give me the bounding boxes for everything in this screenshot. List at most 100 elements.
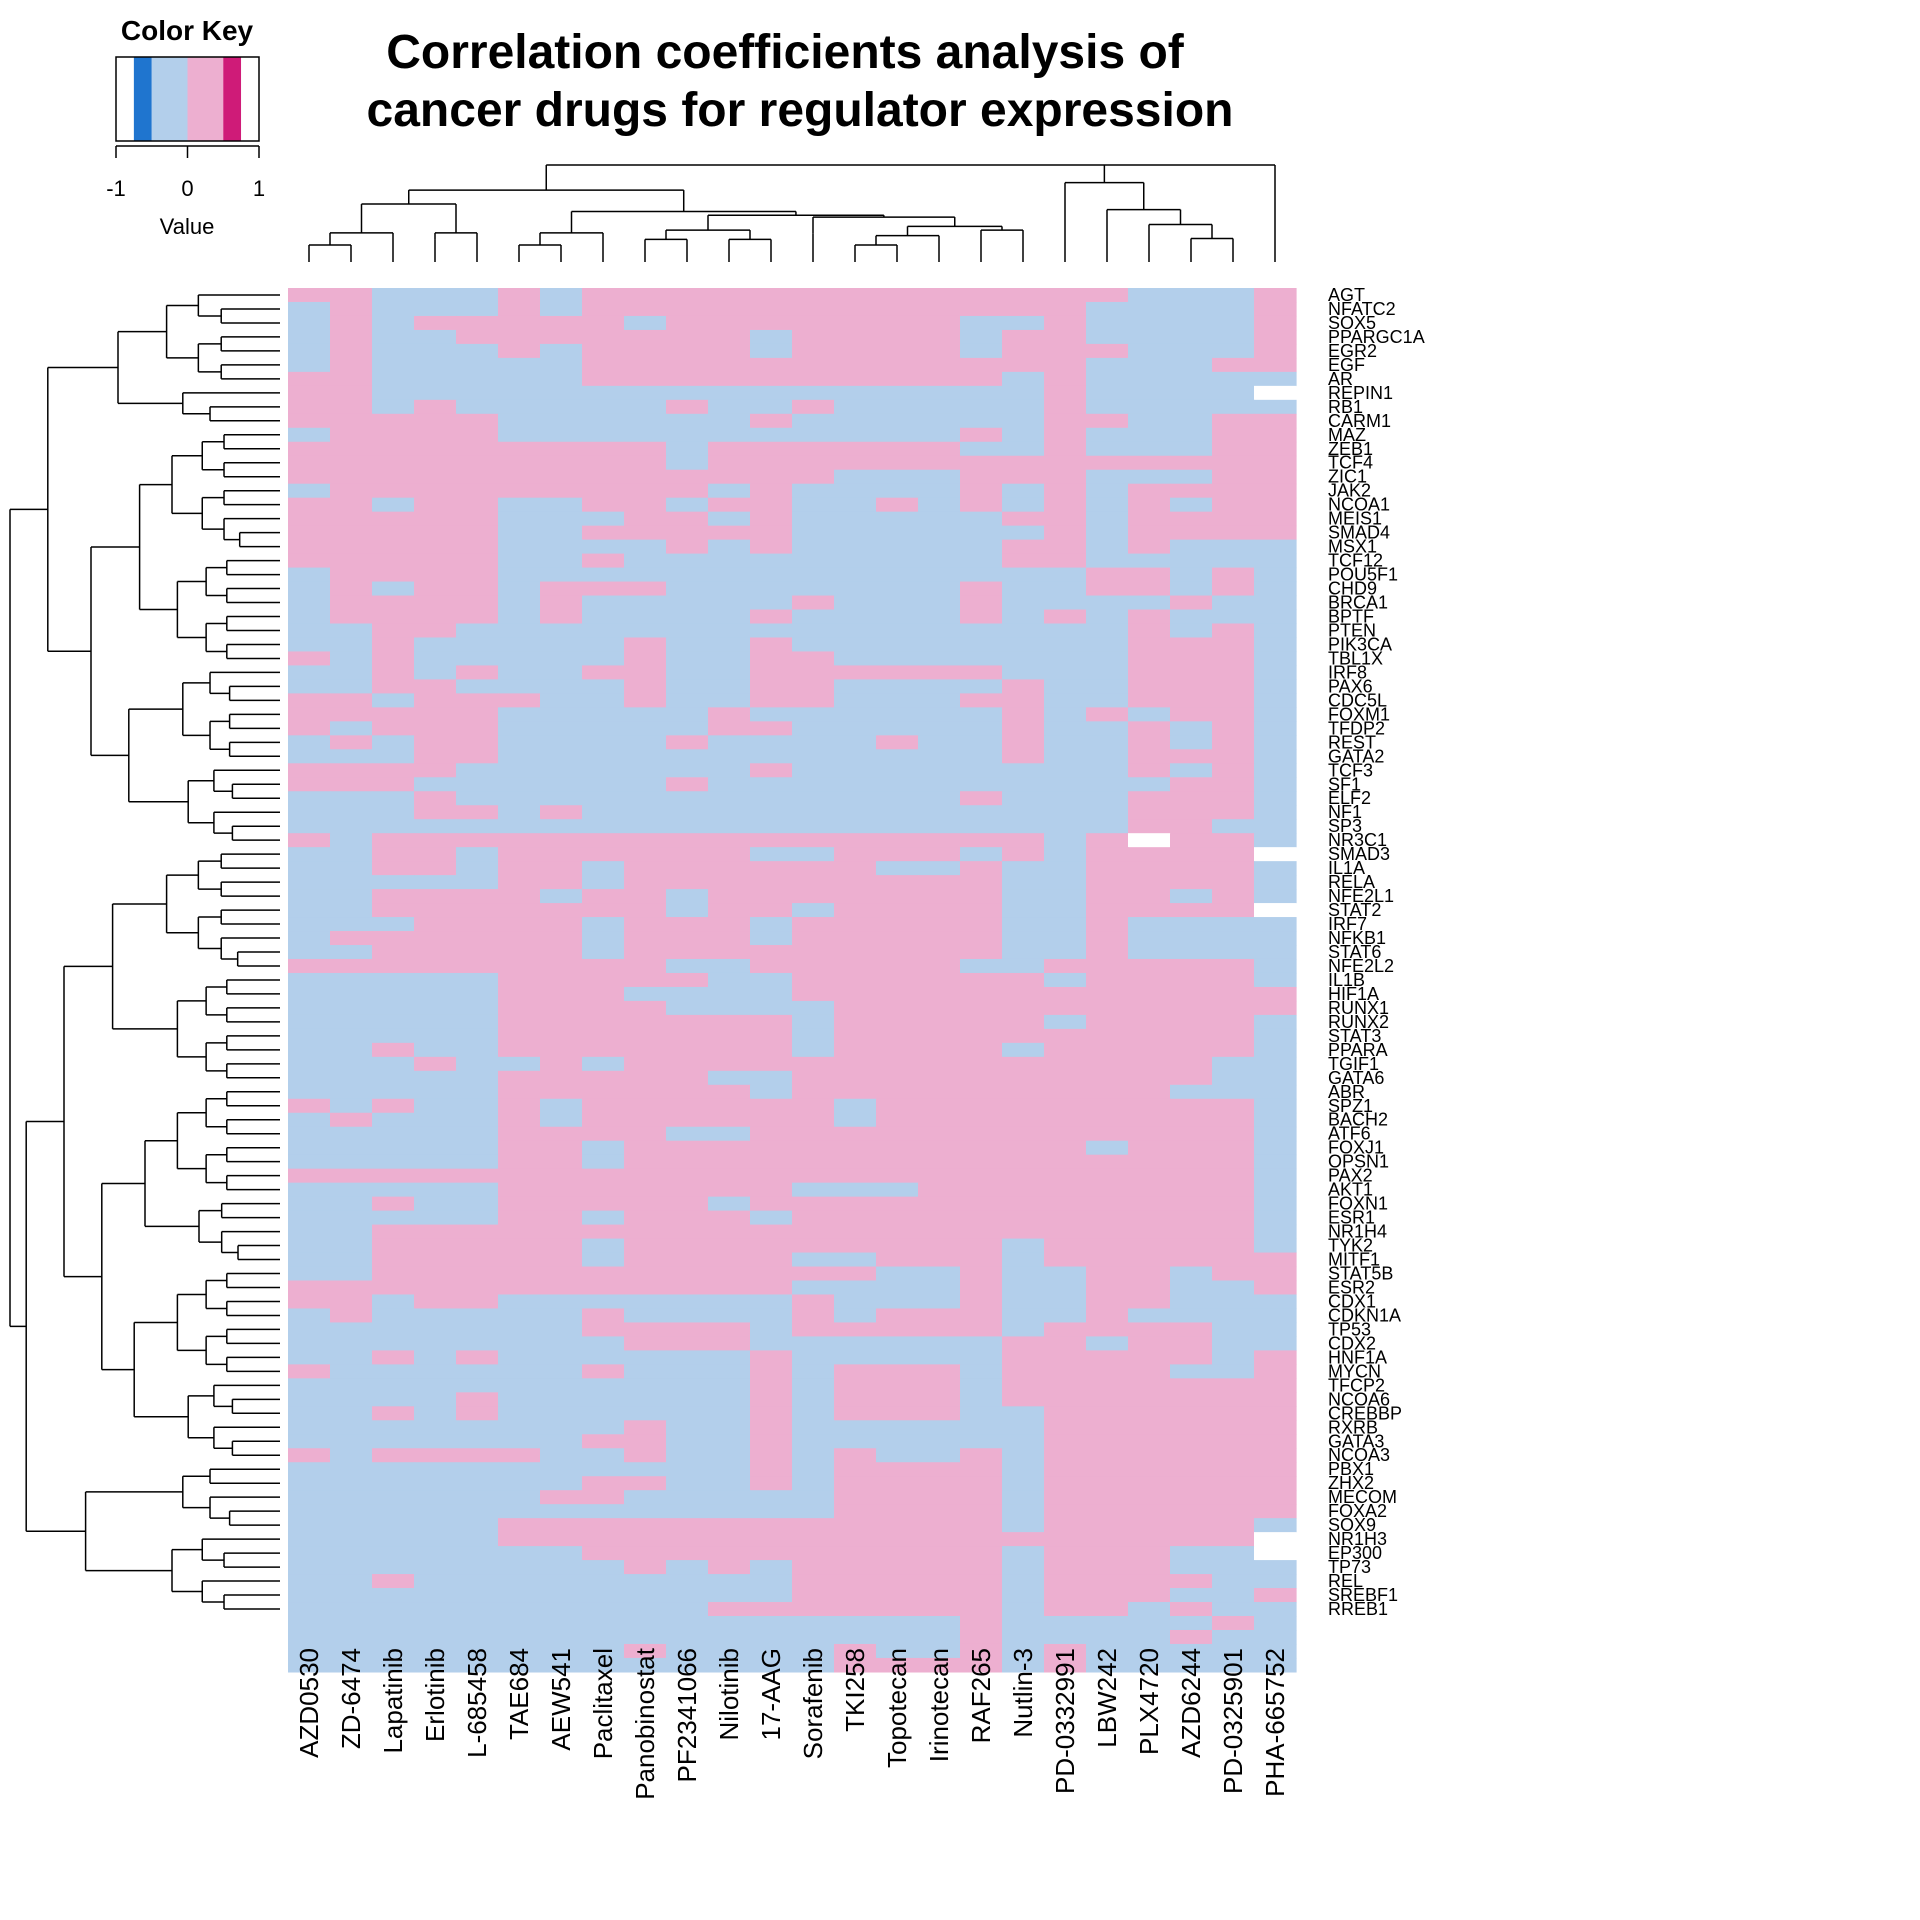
heatmap-cell bbox=[456, 581, 499, 597]
heatmap-cell bbox=[876, 721, 919, 736]
heatmap-cell bbox=[1044, 763, 1087, 778]
heatmap-cell bbox=[1002, 651, 1045, 667]
heatmap-cell bbox=[1170, 819, 1213, 834]
column-label: PD-0325901 bbox=[1218, 1648, 1248, 1794]
heatmap-cell bbox=[1002, 1294, 1045, 1310]
column-label: LBW242 bbox=[1092, 1648, 1122, 1748]
heatmap-cell bbox=[624, 679, 667, 694]
heatmap-cell bbox=[750, 1308, 793, 1324]
heatmap-cell bbox=[708, 1084, 751, 1100]
heatmap-cell bbox=[540, 567, 583, 583]
heatmap-cell bbox=[960, 441, 1003, 457]
heatmap-cell bbox=[540, 847, 583, 862]
row-label: SPZ1 bbox=[1328, 1096, 1373, 1116]
heatmap-cell bbox=[330, 497, 373, 513]
heatmap-cell bbox=[834, 1504, 877, 1519]
heatmap-cell bbox=[456, 749, 499, 764]
heatmap-cell bbox=[1254, 749, 1297, 764]
heatmap-cell bbox=[498, 1588, 541, 1603]
heatmap-cell bbox=[1170, 1084, 1213, 1100]
heatmap-cell bbox=[666, 1546, 709, 1561]
heatmap-cell bbox=[666, 958, 709, 974]
heatmap-cell bbox=[330, 1504, 373, 1519]
heatmap-cell bbox=[1128, 1280, 1171, 1296]
heatmap-cell bbox=[750, 945, 793, 960]
heatmap-cell bbox=[414, 469, 457, 485]
heatmap-cell bbox=[540, 441, 583, 457]
heatmap-cell bbox=[834, 1378, 877, 1393]
heatmap-cell bbox=[372, 1588, 415, 1603]
heatmap-cell bbox=[414, 1196, 457, 1212]
heatmap-cell bbox=[288, 1238, 331, 1254]
heatmap-cell bbox=[456, 833, 499, 848]
heatmap-cell bbox=[456, 1140, 499, 1156]
heatmap-cell bbox=[792, 875, 835, 890]
heatmap-cell bbox=[1002, 707, 1045, 722]
heatmap-cell bbox=[624, 301, 667, 317]
heatmap-cell bbox=[1128, 1294, 1171, 1310]
heatmap-cell bbox=[792, 972, 835, 988]
heatmap-cell bbox=[330, 1448, 373, 1463]
heatmap-cell bbox=[624, 483, 667, 499]
heatmap-cell bbox=[1002, 343, 1045, 359]
heatmap-cell bbox=[540, 637, 583, 653]
heatmap-cell bbox=[1128, 1560, 1171, 1575]
heatmap-cell bbox=[498, 805, 541, 820]
heatmap-cell bbox=[960, 413, 1003, 429]
heatmap-cell bbox=[1128, 385, 1171, 401]
heatmap-cell bbox=[1044, 958, 1087, 974]
heatmap-cell bbox=[624, 1126, 667, 1142]
heatmap-cell bbox=[834, 749, 877, 764]
heatmap-cell bbox=[372, 1266, 415, 1282]
heatmap-cell bbox=[918, 357, 961, 373]
heatmap-cell bbox=[918, 1294, 961, 1310]
heatmap-cell bbox=[876, 288, 919, 303]
heatmap-cell bbox=[1002, 875, 1045, 890]
heatmap-cell bbox=[708, 539, 751, 555]
heatmap-cell bbox=[498, 972, 541, 988]
heatmap-cell bbox=[918, 875, 961, 890]
heatmap-cell bbox=[918, 791, 961, 806]
heatmap-cell bbox=[372, 721, 415, 736]
heatmap-cell bbox=[1212, 1266, 1255, 1282]
row-label: BACH2 bbox=[1328, 1110, 1388, 1130]
heatmap-cell bbox=[1170, 833, 1213, 848]
heatmap-cell bbox=[708, 1280, 751, 1296]
heatmap-cell bbox=[540, 1224, 583, 1240]
heatmap-cell bbox=[582, 1238, 625, 1254]
heatmap-cell bbox=[834, 1546, 877, 1561]
heatmap-cell bbox=[1254, 511, 1297, 527]
column-label: 17-AAG bbox=[756, 1648, 786, 1741]
heatmap-cell bbox=[666, 1154, 709, 1170]
heatmap-cell bbox=[624, 1280, 667, 1296]
heatmap-cell bbox=[1254, 1042, 1297, 1058]
heatmap-cell bbox=[624, 707, 667, 722]
heatmap-cell bbox=[834, 1336, 877, 1351]
heatmap-cell bbox=[918, 1280, 961, 1296]
heatmap-cell bbox=[288, 1574, 331, 1589]
heatmap-cell bbox=[960, 1140, 1003, 1156]
heatmap-cell bbox=[540, 1364, 583, 1379]
heatmap-cell bbox=[624, 553, 667, 569]
heatmap-cell bbox=[708, 679, 751, 694]
heatmap-cell bbox=[624, 735, 667, 750]
heatmap-cell bbox=[1212, 833, 1255, 848]
heatmap-cell bbox=[624, 637, 667, 653]
heatmap-cell bbox=[1170, 483, 1213, 499]
heatmap-cell bbox=[918, 707, 961, 722]
heatmap-cell bbox=[624, 1643, 667, 1659]
heatmap-cell bbox=[288, 1014, 331, 1030]
heatmap-cell bbox=[1044, 1532, 1087, 1547]
heatmap-cell bbox=[330, 1420, 373, 1435]
heatmap-cell bbox=[792, 413, 835, 429]
heatmap-cell bbox=[792, 693, 835, 708]
column-label: AZD0530 bbox=[294, 1648, 324, 1758]
heatmap-cell bbox=[1002, 1336, 1045, 1351]
heatmap-cell bbox=[1044, 497, 1087, 513]
heatmap-cell bbox=[414, 1182, 457, 1198]
heatmap-cell bbox=[1212, 1364, 1255, 1379]
heatmap-cell bbox=[960, 833, 1003, 848]
heatmap-cell bbox=[1086, 1196, 1129, 1212]
heatmap-cell bbox=[666, 1560, 709, 1575]
heatmap-cell bbox=[1212, 945, 1255, 960]
